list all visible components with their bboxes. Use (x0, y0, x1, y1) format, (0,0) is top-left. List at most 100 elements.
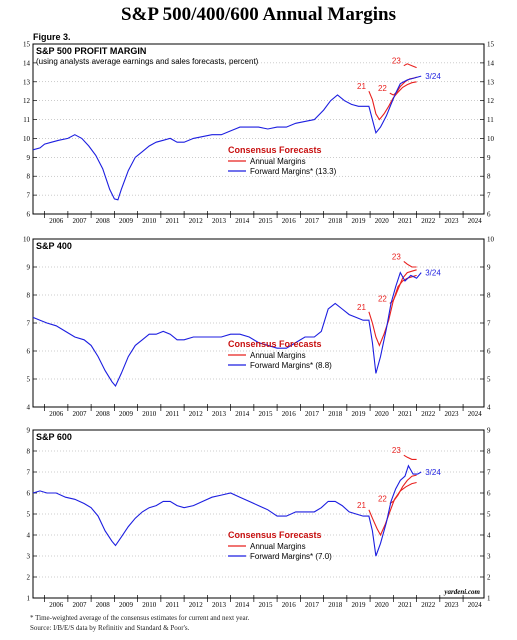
x-tick-label: 2024 (468, 601, 483, 609)
y-tick-label-left: 4 (27, 404, 31, 412)
x-tick-label: 2015 (258, 410, 273, 418)
annual-label-22: 22 (378, 495, 387, 504)
y-tick-label-right: 7 (487, 192, 491, 200)
annual-label-21: 21 (357, 82, 366, 91)
annual-label-22: 22 (378, 294, 387, 303)
y-tick-label-left: 5 (27, 511, 31, 519)
y-tick-label-left: 7 (27, 192, 31, 200)
annual-margin-line-23 (403, 260, 417, 268)
x-tick-label: 2015 (258, 601, 273, 609)
x-tick-label: 2013 (212, 217, 227, 225)
x-tick-label: 2021 (398, 601, 413, 609)
x-tick-label: 2019 (351, 410, 366, 418)
x-tick-label: 2009 (119, 217, 134, 225)
panel-frame-0 (32, 43, 485, 215)
x-tick-label: 2013 (212, 601, 227, 609)
figure-label: Figure 3. (33, 32, 71, 42)
y-tick-label-left: 12 (23, 97, 31, 105)
x-tick-label: 2021 (398, 410, 413, 418)
forward-end-label: 3/24 (425, 269, 441, 278)
x-tick-label: 2022 (421, 217, 436, 225)
x-tick-label: 2007 (72, 601, 87, 609)
x-tick-label: 2010 (142, 410, 157, 418)
y-tick-label-left: 1 (27, 595, 31, 603)
x-tick-label: 2021 (398, 217, 413, 225)
x-tick-label: 2011 (166, 410, 180, 418)
forward-margin-line (32, 75, 422, 201)
y-tick-label-left: 13 (23, 78, 31, 86)
x-tick-label: 2020 (375, 217, 390, 225)
annual-margin-line-21 (368, 81, 417, 121)
y-tick-label-right: 6 (487, 490, 491, 498)
annual-label-23: 23 (392, 252, 401, 261)
x-tick-label: 2014 (235, 410, 250, 418)
x-tick-label: 2009 (119, 601, 134, 609)
y-tick-label-left: 2 (27, 574, 31, 582)
x-tick-label: 2020 (375, 410, 390, 418)
footnote: * Time-weighted average of the consensus… (30, 614, 250, 622)
annual-label-23: 23 (392, 446, 401, 455)
y-tick-label-right: 9 (487, 264, 491, 272)
y-tick-label-right: 6 (487, 211, 491, 219)
x-tick-label: 2007 (72, 410, 87, 418)
x-tick-label: 2019 (351, 601, 366, 609)
source-note: Source: I/B/E/S data by Refinitiv and St… (30, 624, 190, 632)
y-tick-label-right: 7 (487, 469, 491, 477)
x-tick-label: 2017 (305, 601, 320, 609)
legend-title: Consensus Forecasts (228, 339, 322, 349)
y-tick-label-left: 8 (27, 173, 31, 181)
x-tick-label: 2012 (189, 601, 204, 609)
x-tick-label: 2016 (282, 410, 297, 418)
legend-entry: Forward Margins* (8.8) (250, 361, 332, 370)
x-tick-label: 2018 (328, 410, 343, 418)
y-tick-label-right: 1 (487, 595, 491, 603)
y-tick-label-right: 7 (487, 320, 491, 328)
legend-entry: Forward Margins* (7.0) (250, 552, 332, 561)
annual-margin-line-21 (368, 274, 417, 347)
annual-margin-line-23 (403, 454, 417, 460)
y-tick-label-right: 14 (487, 59, 495, 67)
x-tick-label: 2011 (166, 217, 180, 225)
forward-margin-line (32, 271, 422, 388)
annual-margin-line-21 (368, 481, 417, 537)
x-tick-label: 2020 (375, 601, 390, 609)
x-tick-label: 2008 (96, 410, 111, 418)
annual-margin-line-22 (389, 76, 417, 96)
y-tick-label-right: 8 (487, 173, 491, 181)
y-tick-label-right: 9 (487, 154, 491, 162)
x-tick-label: 2006 (49, 601, 64, 609)
x-tick-label: 2024 (468, 217, 483, 225)
panel-title: S&P 500 PROFIT MARGIN (36, 46, 146, 56)
x-tick-label: 2018 (328, 217, 343, 225)
x-tick-label: 2014 (235, 217, 250, 225)
y-tick-label-right: 10 (487, 236, 495, 244)
y-tick-label-right: 2 (487, 574, 491, 582)
y-tick-label-right: 9 (487, 427, 491, 435)
y-tick-label-left: 7 (27, 320, 31, 328)
annual-margin-line-22 (389, 474, 417, 504)
panel-title: S&P 600 (36, 432, 72, 442)
legend-entry: Annual Margins (250, 157, 306, 166)
x-tick-label: 2022 (421, 410, 436, 418)
panel-subtitle: (using analysts average earnings and sal… (36, 57, 259, 66)
legend-entry: Annual Margins (250, 542, 306, 551)
y-tick-label-left: 15 (23, 41, 31, 49)
y-tick-label-left: 6 (27, 490, 31, 498)
annual-margin-line-23 (403, 63, 417, 69)
x-tick-label: 2014 (235, 601, 250, 609)
x-tick-label: 2012 (189, 217, 204, 225)
x-tick-label: 2008 (96, 217, 111, 225)
x-tick-label: 2022 (421, 601, 436, 609)
y-tick-label-left: 8 (27, 292, 31, 300)
x-tick-label: 2017 (305, 217, 320, 225)
forward-end-label: 3/24 (425, 468, 441, 477)
y-tick-label-left: 4 (27, 532, 31, 540)
y-tick-label-right: 15 (487, 41, 495, 49)
x-tick-label: 2016 (282, 601, 297, 609)
x-tick-label: 2008 (96, 601, 111, 609)
forward-end-label: 3/24 (425, 72, 441, 81)
y-tick-label-right: 4 (487, 532, 491, 540)
y-tick-label-right: 3 (487, 553, 491, 561)
y-tick-label-left: 10 (23, 236, 31, 244)
annual-margin-line-22 (389, 269, 417, 304)
